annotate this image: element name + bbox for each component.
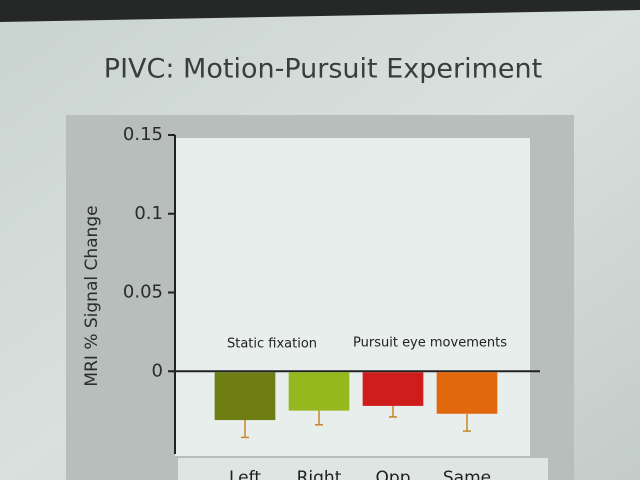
x-tick-label: Left [229,468,261,480]
y-tick-label: 0 [152,360,163,381]
y-tick-label: 0.15 [123,124,163,145]
plot: 0 0.05 0.1 0.15 Left Right Opp Same [123,124,540,480]
y-axis-label: MRI % Signal Change [82,205,102,386]
x-tick-label: Same [443,468,491,480]
bar [362,372,424,406]
x-tick-label: Opp [376,468,411,480]
y-tick-label: 0.1 [134,203,163,224]
annotation: Static fixation [227,337,317,352]
bar [288,372,350,411]
bar [436,372,498,414]
label-strip [178,458,548,480]
x-tick-label: Right [297,468,342,480]
annotation: Pursuit eye movements [353,336,507,351]
chart-title: PIVC: Motion-Pursuit Experiment [104,54,542,85]
y-tick-label: 0.05 [123,282,163,303]
bar [214,372,276,421]
